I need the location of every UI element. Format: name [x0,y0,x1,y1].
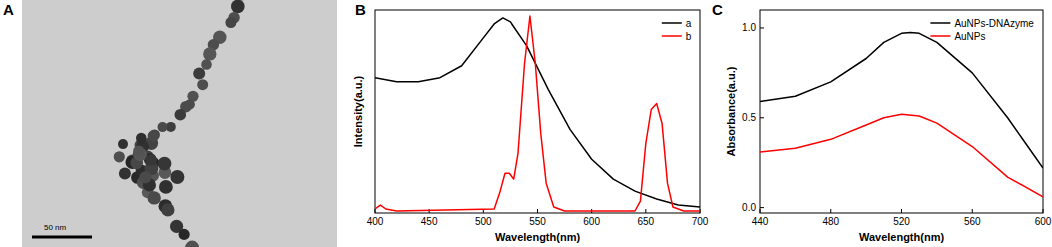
image-background [22,0,337,247]
particle [118,139,128,149]
series-line [375,16,700,211]
x-tick-label: 600 [583,216,600,227]
x-tick [901,209,902,213]
particle [225,17,236,28]
plot-frame [375,10,700,213]
particle [197,79,208,90]
x-tick-label: 700 [692,216,709,227]
figure: 50 nm A B C 400 450 500 550 600 650 700 Wavelength(… [0,0,1052,247]
particle [158,157,172,171]
particle [201,59,212,70]
chart: 400 450 500 550 600 650 700 Wavelength(nm) Inten… [352,10,709,243]
particle [175,109,187,121]
legend-swatch [930,35,950,37]
legend-swatch [662,22,682,24]
legend-label: AuNPs-DNAzyme [954,18,1034,29]
particle [193,68,205,80]
legend-swatch [662,35,682,37]
y-tick [760,27,764,28]
legend-label: AuNPs [954,31,985,42]
particle [231,0,245,13]
legend-label: a [686,18,692,29]
y-axis-label: Absorbance(a.u.) [725,66,737,156]
x-tick [537,209,538,213]
x-tick-label: 560 [964,216,981,227]
series-line [760,32,1043,168]
particle [185,241,199,247]
tem-image: 50 nm [22,0,337,247]
y-tick [760,117,764,118]
y-tick-label: 0.0 [742,202,756,213]
x-tick-label: 440 [752,216,769,227]
x-tick-label: 500 [475,216,492,227]
x-tick-label: 600 [1035,216,1052,227]
x-axis-label: Wavelength(nm) [859,231,944,243]
x-tick [760,209,761,213]
particle [161,203,174,216]
particles [114,0,249,247]
y-axis-label: Intensity(a.u.) [352,75,364,147]
x-tick [645,209,646,213]
chart: 440 480 520 560 600 0.0 0.5 1.0 Wavelength(nm) Ab… [725,10,1052,243]
x-tick [375,209,376,213]
plot-frame [760,10,1043,213]
plot-area [375,16,700,211]
panel-label: A [3,1,14,18]
legend: AuNPs-DNAzyme AuNPs [930,18,1034,42]
particle [145,154,157,166]
particle [203,47,216,60]
series-line [760,114,1043,197]
particle [159,180,173,194]
x-axis-label: Wavelength(nm) [495,231,580,243]
x-tick [1043,209,1044,213]
x-tick [972,209,973,213]
y-tick [760,207,764,208]
x-tick [830,209,831,213]
particle [148,191,161,204]
x-tick-label: 650 [637,216,654,227]
particle [179,229,190,240]
particle [139,171,151,183]
particle [148,130,159,141]
particle [119,168,131,180]
x-tick-label: 480 [822,216,839,227]
x-tick-label: 450 [421,216,438,227]
particle [114,151,125,162]
legend-swatch [930,22,950,24]
particle [136,133,147,144]
legend-label: b [686,31,692,42]
x-tick-label: 520 [893,216,910,227]
x-tick-label: 400 [367,216,384,227]
panel-label: C [712,1,723,18]
particle [170,170,184,184]
scale-bar-label: 50 nm [44,223,67,232]
particle [158,122,168,132]
legend: ab [662,18,692,42]
x-tick-label: 550 [529,216,546,227]
particle [133,146,144,157]
y-tick-label: 1.0 [742,22,756,33]
scale-bar [32,236,92,239]
y-tick-label: 0.5 [742,112,756,123]
panel-label: B [355,1,366,18]
plot-area [760,32,1043,196]
